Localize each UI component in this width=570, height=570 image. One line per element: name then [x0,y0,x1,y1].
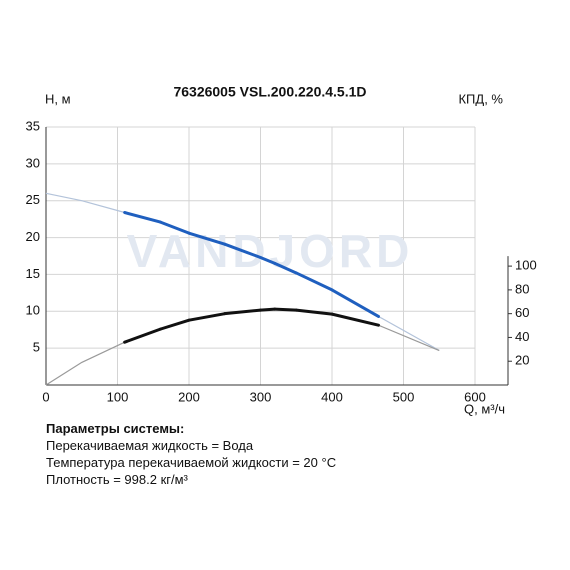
y2-tick-label: 100 [515,258,537,273]
curve-operating [294,271,334,292]
curve-operating [223,308,262,316]
watermark: VANDJORD [127,225,414,277]
curve-operating [187,312,227,322]
curve-operating [187,231,227,246]
parameters-heading: Параметры системы: [46,421,185,436]
y-tick-label: 25 [26,192,40,207]
curve-operating [330,312,380,327]
parameter-line: Плотность = 998.2 кг/м³ [46,472,188,487]
y-tick-label: 20 [26,229,40,244]
y2-tick-label: 80 [515,281,529,296]
curve-operating [294,308,334,316]
x-tick-label: 100 [107,389,129,404]
y-tick-label: 35 [26,118,40,133]
curve-operating [273,261,298,275]
parameter-line: Температура перекачиваемой жидкости = 20… [46,455,337,470]
y-tick-label: 30 [26,155,40,170]
y2-tick-label: 20 [515,353,529,368]
x-tick-label: 400 [321,389,343,404]
y2-tick-label: 40 [515,329,529,344]
curve-operating [273,307,298,312]
x-tick-label: 0 [42,389,49,404]
curve-operating [223,242,262,259]
y-tick-label: 10 [26,303,40,318]
y2-tick-label: 60 [515,305,529,320]
x-tick-label: 300 [250,389,272,404]
curve-operating [158,318,191,331]
curve-operating [330,288,380,318]
curve-operating [259,307,277,312]
curve-operating [123,211,162,224]
parameter-line: Перекачиваемая жидкость = Вода [46,438,254,453]
x-axis-label: Q, м³/ч [464,401,505,416]
y-tick-label: 5 [33,340,40,355]
x-tick-label: 500 [393,389,415,404]
curve-operating [123,327,162,344]
x-tick-label: 200 [178,389,200,404]
chart-title: 76326005 VSL.200.220.4.5.1D [173,84,366,100]
curve-full [45,308,440,386]
curve-operating [259,255,277,265]
y2-axis-label: КПД, % [458,91,503,106]
parameters: Параметры системы: Перекачиваемая жидкос… [46,420,336,488]
curve-operating [158,220,191,235]
y-tick-label: 15 [26,266,40,281]
y-axis-label: H, м [45,91,71,106]
x-tick-label: 600 [464,389,486,404]
